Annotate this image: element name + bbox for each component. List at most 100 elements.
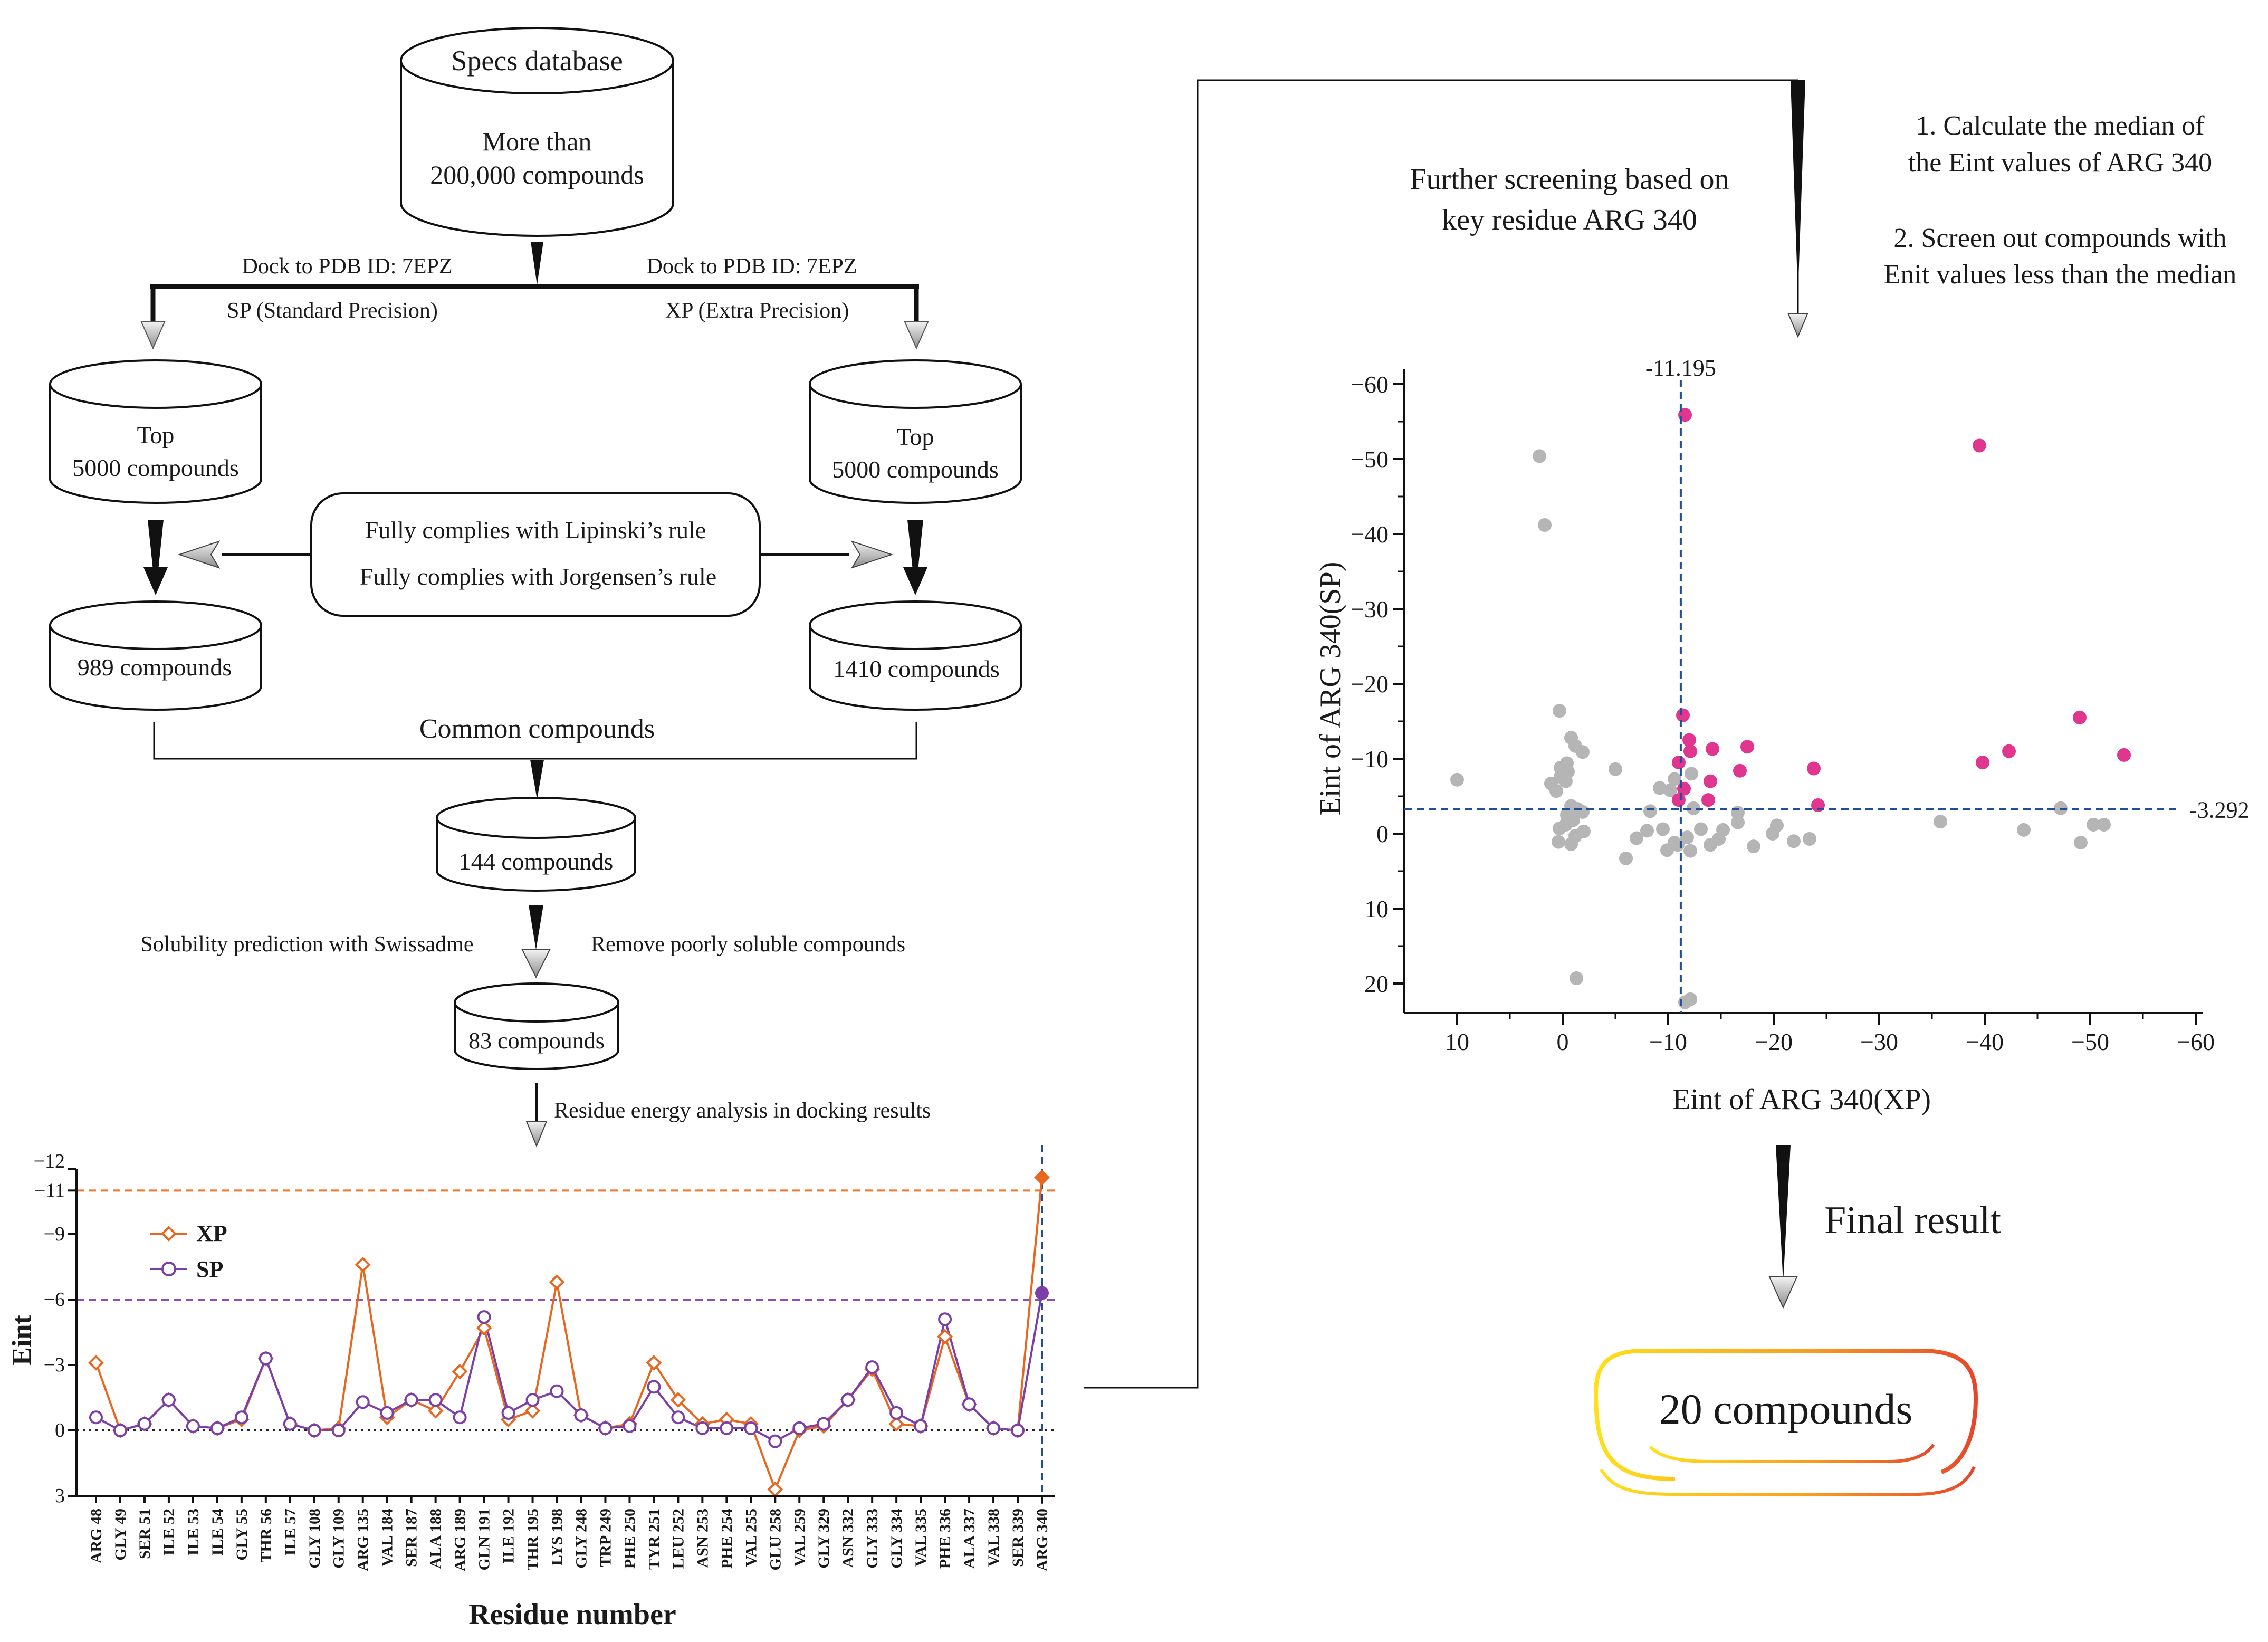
sp-point: [598, 1421, 613, 1435]
residue-label: VAL 184: [379, 1509, 396, 1567]
final-count: 20 compounds: [1659, 1385, 1913, 1433]
sp-point: [914, 1419, 928, 1433]
scatter-xtick-label: −40: [1966, 1028, 2004, 1055]
scatter-ytick-label: −10: [1351, 746, 1389, 772]
sp-point: [331, 1424, 346, 1437]
top5000-left-cylinder: [49, 359, 262, 504]
residue-label: GLY 55: [233, 1509, 251, 1561]
selected-compound-point: [1976, 756, 1989, 770]
legend-sp-label: SP: [196, 1256, 223, 1282]
scatter-xtick-label: 10: [1445, 1028, 1469, 1055]
residue-label: ARG 340: [1033, 1509, 1051, 1571]
legend-xp-marker: [161, 1226, 177, 1242]
line-chart-ytick-label: 0: [55, 1419, 65, 1441]
other-compound-point: [1549, 784, 1563, 798]
scatter-ytick-label: −20: [1351, 671, 1389, 698]
scatter-ytick-label: −30: [1351, 596, 1389, 623]
line-chart-ytick-label: −11: [34, 1179, 65, 1201]
scatter-xtick-label: −30: [1860, 1028, 1898, 1055]
scatter-ylabel: Eint of ARG 340(SP): [1314, 562, 1347, 816]
sp-point: [841, 1393, 855, 1407]
sp-point: [889, 1406, 904, 1420]
db-line2: 200,000 compounds: [430, 160, 644, 189]
line-chart-ytick-label: 3: [55, 1485, 65, 1507]
sp-point: [307, 1424, 321, 1437]
db-line1: More than: [483, 127, 592, 156]
residue-label: ASN 332: [839, 1509, 857, 1568]
sp-point: [695, 1421, 710, 1435]
sp-point: [525, 1393, 540, 1407]
other-compound-point: [1538, 518, 1552, 532]
sp-point: [550, 1384, 564, 1398]
selected-compound-point: [1682, 733, 1696, 747]
other-compound-point: [1683, 844, 1697, 858]
xp-point: [767, 1481, 783, 1497]
other-compound-point: [1683, 992, 1697, 1006]
solubility-label: Solubility prediction with Swissadme: [140, 932, 473, 957]
scatter-ytick-label: −50: [1351, 446, 1389, 473]
residue-label: ALA 188: [427, 1509, 445, 1569]
sp-point: [186, 1419, 200, 1433]
other-compound-point: [1747, 839, 1760, 854]
top-left-line1: Top: [137, 422, 175, 448]
other-compound-point: [1770, 818, 1784, 833]
specs-database-cylinder: [400, 27, 674, 237]
sp-point: [987, 1421, 1001, 1435]
final-result-arrow: [1768, 1145, 1798, 1309]
residue-label: ILE 52: [160, 1509, 178, 1555]
common-count: 144 compounds: [459, 848, 614, 875]
residue-label: VAL 335: [912, 1509, 930, 1567]
other-compound-point: [1619, 851, 1633, 865]
dock-left-label: Dock to PDB ID: 7EPZ: [242, 254, 453, 279]
sp-point: [234, 1410, 248, 1425]
other-compound-point: [2087, 817, 2100, 832]
other-compound-point: [1656, 822, 1670, 836]
lipinski-rule: Fully complies with Lipinski’s rule: [365, 517, 706, 543]
residue-analysis-arrow: [525, 1083, 548, 1148]
scatter-xtick-label: 0: [1557, 1028, 1569, 1055]
sp-label: SP (Standard Precision): [227, 299, 438, 323]
sp-point: [453, 1410, 467, 1425]
selected-compound-point: [1740, 740, 1754, 754]
other-compound-point: [1450, 772, 1464, 787]
left-count: 989 compounds: [78, 654, 232, 681]
xp-point: [476, 1320, 492, 1336]
other-compound-point: [1687, 801, 1700, 815]
residue-label: PHE 336: [936, 1509, 954, 1569]
selected-compound-point: [2117, 748, 2131, 762]
residue-label: TYR 251: [645, 1509, 663, 1570]
filter-rules-box: [310, 492, 761, 617]
residue-label: VAL 255: [742, 1509, 760, 1567]
sp-point: [210, 1421, 224, 1435]
db-title: Specs database: [451, 45, 623, 77]
top5000-right-cylinder: [809, 359, 1022, 504]
compounds-989-cylinder: [49, 600, 262, 711]
xp-point: [549, 1274, 565, 1290]
sp-point: [380, 1406, 394, 1420]
line-chart-xlabel: Residue number: [468, 1598, 676, 1631]
legend-sp-marker: [161, 1262, 176, 1276]
other-compound-point: [1564, 837, 1578, 851]
further-screening-line2: key residue ARG 340: [1442, 204, 1697, 236]
other-compound-point: [1653, 781, 1667, 795]
residue-label: THR 195: [524, 1509, 542, 1571]
other-compound-point: [1559, 774, 1573, 788]
residue-label: ILE 192: [500, 1509, 518, 1563]
top-right-line2: 5000 compounds: [832, 456, 999, 483]
legend-xp-label: XP: [196, 1220, 227, 1246]
final-83-count: 83 compounds: [468, 1028, 605, 1054]
step2-line2: Enit values less than the median: [1884, 260, 2237, 290]
residue-label: GLY 109: [330, 1509, 348, 1569]
xp-point: [355, 1257, 371, 1273]
compounds-1410-cylinder: [809, 600, 1022, 711]
scatter-xtick-label: −60: [2177, 1028, 2215, 1055]
sp-point: [720, 1421, 734, 1435]
other-compound-point: [1934, 815, 1947, 829]
residue-label: GLY 334: [888, 1509, 905, 1569]
residue-label: ILE 53: [185, 1509, 202, 1555]
line-chart-ytick-label: −6: [44, 1288, 65, 1311]
xp-point: [524, 1402, 541, 1419]
sp-point: [768, 1434, 782, 1448]
other-compound-point: [1680, 830, 1694, 845]
